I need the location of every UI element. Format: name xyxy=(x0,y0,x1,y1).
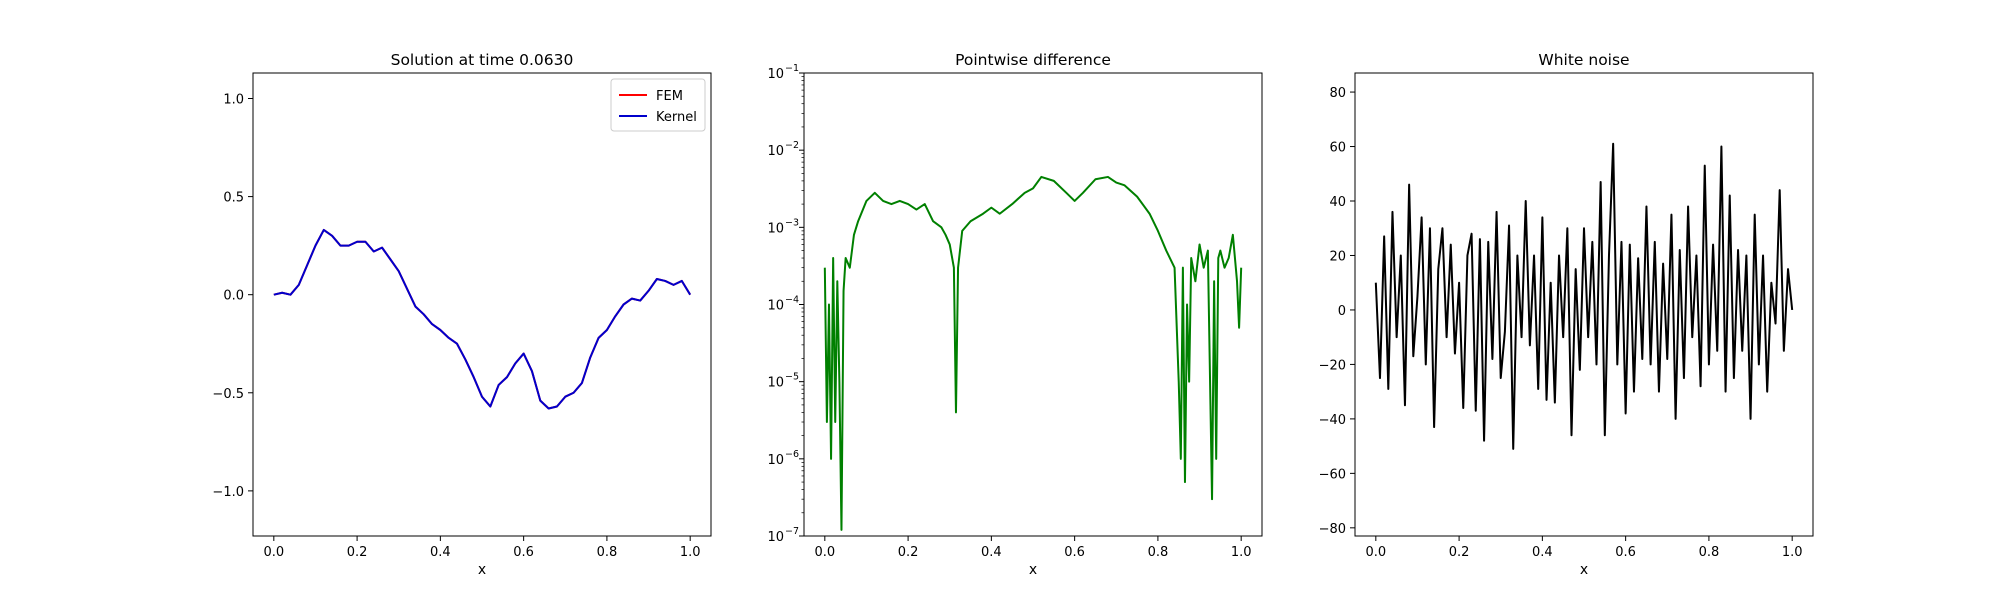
y-tick-label: −40 xyxy=(1319,413,1346,428)
y-tick-label: −80 xyxy=(1319,522,1346,537)
chart-panel-3: 0.0 0.2 0.4 0.6 0.8 1.0 −80 −60 −40 −20 0 20 40 60 80 W… xyxy=(1319,51,1814,578)
x-tick-label: 0.6 xyxy=(513,545,534,560)
x-tick-label: 0.2 xyxy=(1449,545,1470,560)
y-tick-label: 10 xyxy=(767,67,784,82)
y-tick-label: −60 xyxy=(1319,467,1346,482)
y-tick-base: 10 xyxy=(767,144,784,159)
y-tick-exponent: −6 xyxy=(785,449,799,460)
y-tick-label: 1.0 xyxy=(223,93,244,108)
y-tick-exponent: −1 xyxy=(785,63,799,74)
x-tick-label: 0.0 xyxy=(1365,545,1386,560)
y-tick-label: −20 xyxy=(1319,358,1346,373)
series-line-3-1 xyxy=(1374,142,1794,450)
x-tick-label: 0.4 xyxy=(430,545,451,560)
y-tick-exponent: −2 xyxy=(785,140,799,151)
y-tick-base: 10 xyxy=(767,299,784,314)
y-tick-label: 10 xyxy=(767,299,784,314)
y-tick-exponent: −4 xyxy=(785,295,799,306)
x-tick-label: 0.8 xyxy=(597,545,618,560)
y-tick-exponent: −5 xyxy=(785,372,799,383)
y-tick-base: 10 xyxy=(767,221,784,236)
y-tick-base: 10 xyxy=(767,67,784,82)
y-tick-label: 10 xyxy=(767,530,784,545)
y-tick-label: 0.5 xyxy=(223,191,244,206)
y-tick-label: −0.5 xyxy=(212,387,244,402)
x-tick-label: 0.2 xyxy=(347,545,368,560)
series-line-2-1 xyxy=(823,175,1243,531)
legend: FEM Kernel xyxy=(610,78,706,132)
x-tick-label: 0.6 xyxy=(1615,545,1636,560)
y-tick-label: 10 xyxy=(767,376,784,391)
y-tick-label: 10 xyxy=(767,221,784,236)
x-tick-label: 0.8 xyxy=(1148,545,1169,560)
chart-title: Pointwise difference xyxy=(955,51,1111,69)
x-tick-label: 0.4 xyxy=(981,545,1002,560)
y-tick-label: 20 xyxy=(1329,249,1346,264)
legend-label-fem: FEM xyxy=(656,89,683,104)
legend-box xyxy=(610,78,706,132)
legend-label-kernel: Kernel xyxy=(656,110,697,125)
chart-panel-2: 0.0 0.2 0.4 0.6 0.8 1.010−710−610−510−410−310… xyxy=(767,51,1263,578)
axes-frame xyxy=(803,72,1263,537)
x-tick-label: 0.8 xyxy=(1699,545,1720,560)
y-tick-label: 0.0 xyxy=(223,289,244,304)
y-tick-label: 10 xyxy=(767,144,784,159)
x-axis-label: x xyxy=(1580,562,1588,578)
x-axis-label: x xyxy=(1029,562,1037,578)
y-tick-label: 10 xyxy=(767,453,784,468)
x-tick-label: 0.2 xyxy=(898,545,919,560)
axes-frame xyxy=(1354,72,1814,537)
y-tick-base: 10 xyxy=(767,453,784,468)
y-tick-label: 0 xyxy=(1338,304,1346,319)
series-line-fem xyxy=(273,228,692,410)
x-tick-label: 0.0 xyxy=(263,545,284,560)
y-tick-base: 10 xyxy=(767,376,784,391)
y-tick-base: 10 xyxy=(767,530,784,545)
chart-panel-1: 0.0 0.2 0.4 0.6 0.8 1.0 −1.0 −0.5 0.0 0.5 1.0 Solut… xyxy=(212,51,712,578)
y-tick-exponent: −3 xyxy=(785,217,799,228)
y-tick-exponent: −7 xyxy=(785,526,799,537)
axes-frame xyxy=(252,72,712,537)
x-tick-label: 0.6 xyxy=(1064,545,1085,560)
series-line-kernel xyxy=(273,228,692,410)
x-axis-label: x xyxy=(478,562,486,578)
x-tick-label: 1.0 xyxy=(1782,545,1803,560)
chart-title: White noise xyxy=(1538,51,1629,69)
x-tick-label: 1.0 xyxy=(680,545,701,560)
chart-title: Solution at time 0.0630 xyxy=(391,51,574,69)
x-tick-label: 0.0 xyxy=(814,545,835,560)
x-tick-label: 0.4 xyxy=(1532,545,1553,560)
y-tick-label: −1.0 xyxy=(212,485,244,500)
y-tick-label: 40 xyxy=(1329,195,1346,210)
y-tick-label: 60 xyxy=(1329,141,1346,156)
y-tick-label: 80 xyxy=(1329,86,1346,101)
x-tick-label: 1.0 xyxy=(1231,545,1252,560)
